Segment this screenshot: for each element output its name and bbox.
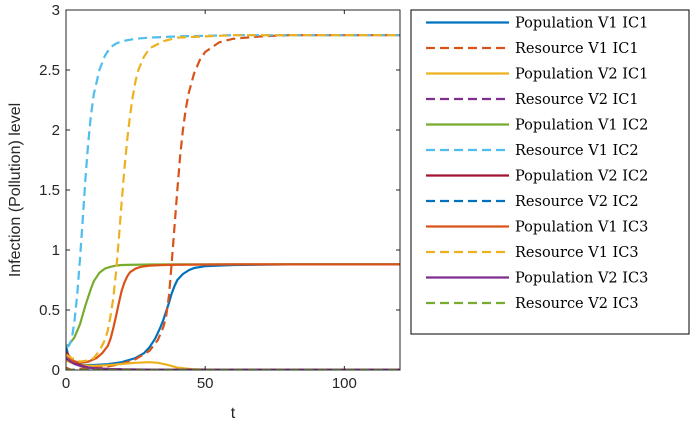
legend-label-2: Resource V1 IC1 bbox=[515, 41, 639, 57]
x-tick-label: 50 bbox=[197, 375, 214, 392]
x-tick-label: 100 bbox=[332, 375, 357, 392]
y-tick-label: 2.5 bbox=[39, 62, 60, 79]
x-tick-label: 0 bbox=[62, 375, 70, 392]
series-line-10 bbox=[66, 34, 400, 363]
legend-label-5: Population V1 IC2 bbox=[515, 118, 648, 134]
y-tick-label: 1.5 bbox=[39, 182, 60, 199]
y-tick-label: 0 bbox=[52, 362, 60, 379]
legend-label-3: Population V2 IC1 bbox=[515, 67, 648, 83]
legend: Population V1 IC1 Resource V1 IC1 Populati… bbox=[410, 9, 690, 335]
y-tick-label: 0.5 bbox=[39, 302, 60, 319]
y-tick-label: 3 bbox=[52, 2, 60, 19]
legend-label-1: Population V1 IC1 bbox=[515, 16, 648, 32]
legend-box bbox=[410, 9, 690, 335]
legend-label-12: Resource V2 IC3 bbox=[515, 296, 639, 312]
legend-label-7: Population V2 IC2 bbox=[515, 169, 648, 185]
legend-label-8: Resource V2 IC2 bbox=[515, 194, 639, 210]
series-line-9 bbox=[66, 263, 400, 364]
x-axis-title: t bbox=[231, 405, 236, 422]
y-axis-title: Infection (Pollution) level bbox=[7, 103, 24, 277]
legend-label-11: Population V2 IC3 bbox=[515, 271, 648, 287]
legend-label-6: Resource V1 IC2 bbox=[515, 143, 639, 159]
legend-label-10: Resource V1 IC3 bbox=[515, 245, 639, 261]
axes-layer: 0 50 100 0 0.5 1 1.5 2 2.5 3 bbox=[39, 2, 401, 392]
y-tick-label: 2 bbox=[52, 122, 60, 139]
y-tick-label: 1 bbox=[52, 242, 60, 259]
legend-label-9: Population V1 IC3 bbox=[515, 220, 648, 236]
legend-label-4: Resource V2 IC1 bbox=[515, 92, 639, 108]
